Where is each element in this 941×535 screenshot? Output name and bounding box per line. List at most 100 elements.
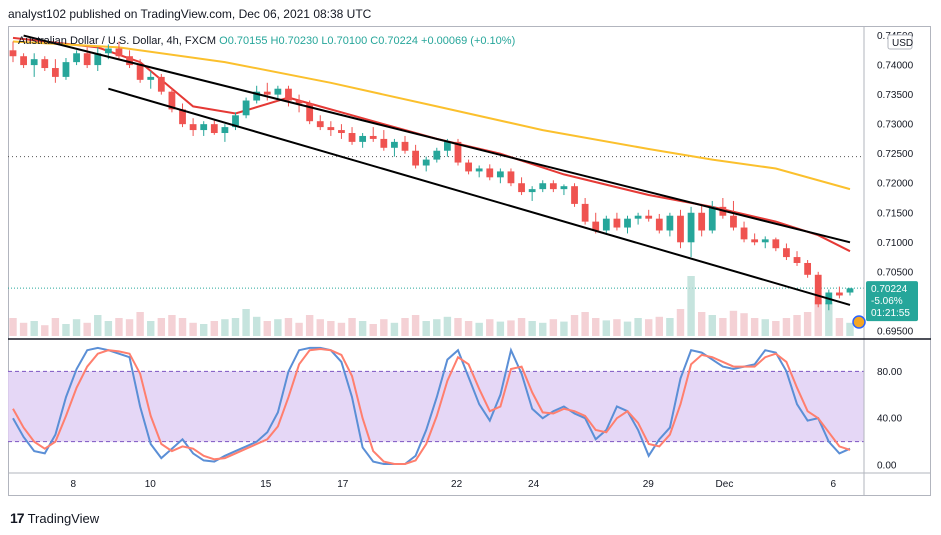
candle-body	[814, 274, 822, 305]
time-tick-label: 15	[260, 479, 272, 490]
volume-bar	[200, 324, 208, 336]
candle-body	[698, 212, 706, 231]
chart-canvas[interactable]: 0.745000.740000.735000.730000.725000.720…	[8, 26, 931, 496]
candle	[486, 164, 494, 181]
candle	[242, 97, 250, 119]
candle	[115, 41, 123, 60]
candle	[560, 184, 568, 196]
candle-body	[327, 127, 335, 131]
candle	[740, 221, 748, 243]
publisher-line: analyst102 published on TradingView.com,…	[8, 7, 372, 21]
volume-bar	[613, 319, 621, 336]
candle	[210, 119, 218, 135]
candle-body	[83, 53, 91, 66]
candle	[20, 53, 27, 69]
candle	[221, 124, 229, 142]
volume-bar	[210, 321, 219, 336]
volume-bar	[507, 320, 515, 336]
candle	[761, 236, 769, 249]
candle-body	[41, 59, 49, 69]
volume-bar	[443, 316, 452, 336]
candle	[30, 53, 38, 77]
volume-bar	[454, 318, 462, 336]
candle	[708, 200, 716, 234]
candle-body	[560, 186, 568, 190]
candle-body	[62, 62, 70, 77]
candle-body	[496, 171, 504, 178]
candle-body	[20, 56, 27, 66]
candle-body	[359, 135, 367, 142]
candle	[94, 47, 102, 71]
candle	[698, 203, 706, 237]
candle-body	[168, 91, 176, 110]
volume-bar	[380, 319, 388, 336]
candle	[475, 165, 483, 178]
volume-bar	[62, 324, 70, 336]
channel-upper-line	[23, 34, 851, 244]
volume-bar	[274, 319, 282, 336]
candle-body	[253, 91, 261, 101]
time-tick-label: Dec	[716, 479, 734, 490]
candle-body	[624, 218, 631, 228]
candle	[624, 215, 631, 234]
volume-bar	[252, 316, 261, 336]
volume-bar	[263, 321, 271, 336]
candle	[549, 180, 557, 193]
candle	[772, 237, 780, 252]
candle	[634, 212, 642, 225]
volume-bar	[316, 319, 324, 336]
volume-bar	[327, 321, 335, 336]
candle	[9, 41, 17, 63]
volume-bar	[147, 321, 155, 336]
price-tick-label: 0.73500	[877, 90, 914, 101]
candle	[571, 183, 578, 207]
candle-body	[761, 239, 769, 243]
candle-body	[592, 221, 600, 231]
candle-body	[274, 88, 282, 95]
candle	[814, 271, 822, 308]
candle	[465, 159, 472, 175]
candle-body	[104, 48, 112, 54]
candle-body	[518, 183, 525, 193]
price-tick-label: 0.72000	[877, 179, 914, 190]
candle	[751, 233, 759, 246]
candle	[136, 59, 144, 83]
candle-body	[666, 215, 674, 231]
candle-body	[338, 130, 345, 134]
candle-body	[30, 59, 38, 66]
low-value: L0.70100	[321, 35, 368, 47]
indicator-icon	[852, 315, 866, 329]
candle	[348, 127, 356, 145]
candle	[846, 287, 854, 296]
candle	[168, 88, 176, 113]
tradingview-logo[interactable]: 17 TradingView	[10, 510, 99, 526]
volume-bar	[623, 321, 632, 336]
candle-body	[221, 127, 229, 134]
candle	[783, 243, 790, 261]
candle	[507, 168, 515, 187]
currency-box	[887, 34, 913, 50]
candle	[496, 168, 504, 184]
candle-body	[9, 50, 17, 57]
price-marker-box	[866, 281, 918, 322]
candle-body	[422, 159, 430, 166]
candle-body	[655, 218, 663, 231]
candle	[528, 186, 536, 201]
volume-bar	[803, 312, 812, 336]
candle-body	[687, 212, 695, 243]
volume-bar	[814, 300, 822, 336]
candle-body	[316, 121, 324, 128]
oscillator-band	[8, 371, 864, 442]
volume-bar	[687, 276, 695, 336]
oscillator-d-line	[12, 347, 851, 465]
time-tick-label: 22	[451, 479, 463, 490]
volume-bar	[740, 313, 748, 336]
candle-body	[263, 91, 271, 95]
trend-channel	[23, 34, 851, 306]
volume-bar	[115, 318, 123, 336]
candle	[306, 100, 314, 125]
volume-bar	[634, 318, 642, 336]
candle-body	[528, 189, 536, 193]
candle-body	[475, 168, 483, 172]
price-tick-label: 0.74000	[877, 61, 914, 72]
